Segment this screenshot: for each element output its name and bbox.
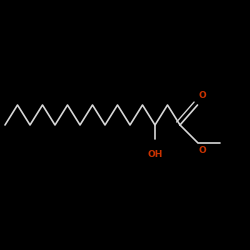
Text: O: O: [198, 146, 206, 155]
Text: OH: OH: [147, 150, 163, 159]
Text: O: O: [199, 91, 206, 100]
